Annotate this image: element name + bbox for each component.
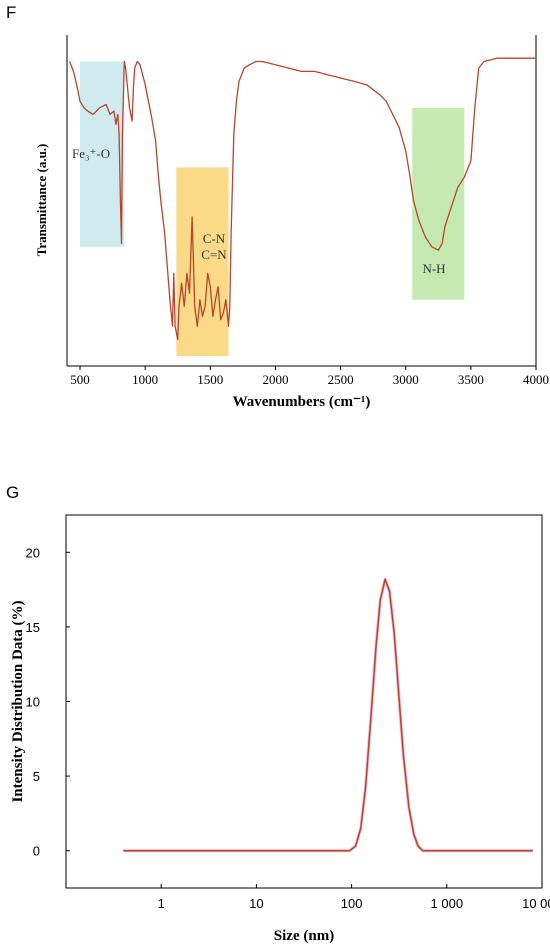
ftir-band-0	[80, 61, 125, 247]
dls-x-axis-title: Size (nm)	[274, 928, 334, 944]
dls-x-tick-label-10: 10	[249, 896, 263, 911]
dls-x-tick-label-1: 1	[158, 896, 165, 911]
dls-x-tick-label-1000: 1 000	[431, 896, 464, 911]
dls-x-tick-label-10000: 10 000	[522, 896, 550, 911]
panel-letter-g: G	[6, 483, 20, 502]
ftir-y-axis-title: Transmittance (a.u.)	[34, 144, 49, 257]
ftir-annotation-cn-0: C-N	[203, 231, 226, 246]
ftir-x-tick-label-500: 500	[70, 372, 90, 387]
ftir-x-tick-label-4000: 4000	[523, 372, 549, 387]
dls-x-tick-label-100: 100	[341, 896, 363, 911]
ftir-x-tick-label-1000: 1000	[132, 372, 158, 387]
ftir-x-axis-title: Wavenumbers (cm⁻¹)	[233, 394, 371, 410]
ftir-x-tick-label-2000: 2000	[262, 372, 288, 387]
ftir-band-1	[176, 167, 229, 357]
panel-letter-f: F	[6, 3, 17, 22]
dls-y-tick-label-15: 15	[26, 620, 40, 635]
ftir-x-tick-label-1500: 1500	[197, 372, 223, 387]
ftir-annotation-nh: N-H	[422, 261, 445, 276]
ftir-x-tick-label-3500: 3500	[458, 372, 484, 387]
dls-curve-halo	[123, 577, 533, 853]
ftir-spectrum-line	[68, 57, 536, 341]
dls-y-tick-label-0: 0	[33, 844, 40, 859]
dls-y-tick-label-10: 10	[26, 695, 40, 710]
ftir-x-tick-label-3000: 3000	[393, 372, 419, 387]
ftir-annotation-fe-o: Fe₃⁺-O	[72, 146, 110, 161]
dls-y-axis-title: Intensity Distribution Data (%)	[10, 600, 26, 802]
ftir-x-tick-label-2500: 2500	[328, 372, 354, 387]
ftir-band-2	[412, 107, 465, 300]
dls-curve-line	[123, 578, 533, 852]
ftir-annotation-cn-1: C=N	[201, 247, 227, 262]
dls-y-tick-label-20: 20	[26, 545, 40, 560]
dls-y-tick-label-5: 5	[33, 769, 40, 784]
dls-frame	[65, 514, 543, 889]
